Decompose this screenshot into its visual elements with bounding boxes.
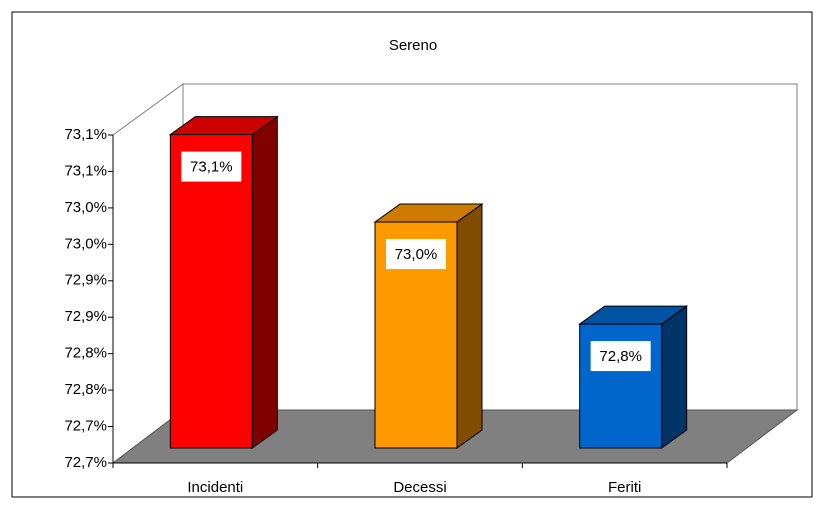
value-label: 73,0% [395, 246, 438, 263]
x-tick-label: Incidenti [187, 479, 243, 496]
x-tick-label: Decessi [393, 479, 446, 496]
y-tick-label: 72,7% [64, 418, 107, 435]
chart-title: Sereno [389, 37, 437, 54]
y-tick-label: 72,7% [64, 454, 107, 471]
y-tick-label: 73,0% [64, 199, 107, 216]
bar [169, 134, 253, 449]
y-tick-label: 72,9% [64, 308, 107, 325]
y-tick-label: 73,1% [64, 126, 107, 143]
value-label-box [590, 341, 651, 372]
value-label-box [181, 151, 242, 182]
value-label-box [386, 239, 446, 270]
bar-side [251, 115, 278, 449]
value-label: 72,8% [599, 348, 642, 365]
y-tick-label: 73,0% [64, 235, 107, 252]
y-tick-label: 73,1% [64, 162, 107, 179]
value-label: 73,1% [190, 159, 233, 176]
bar-side [661, 305, 688, 449]
x-tick-label: Feriti [608, 479, 641, 496]
y-tick-label: 72,9% [64, 272, 107, 289]
y-tick-label: 72,8% [64, 381, 107, 398]
y-tick-label: 72,8% [64, 345, 107, 362]
bar-side [456, 203, 483, 449]
